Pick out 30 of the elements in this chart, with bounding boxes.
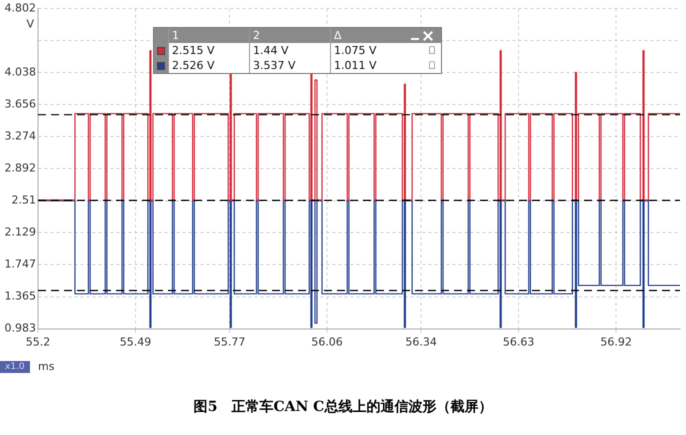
y-tick-label: 3.656 [4, 98, 36, 111]
x-tick-label: 56.92 [600, 335, 632, 348]
annotation: 2.526 V [168, 58, 249, 73]
text: x1.0 [0, 361, 30, 373]
x-tick-label: 55.77 [214, 335, 246, 348]
annotation: 3.537 V [249, 58, 330, 73]
text: 图5 正常车CAN C总线上的通信波形（截屏） [192, 398, 494, 416]
y-tick-label: 0.983 [4, 322, 36, 335]
y-axis-title: V [26, 17, 34, 30]
annotation: 2 [249, 28, 330, 43]
y-tick-label: 1.747 [4, 258, 36, 271]
x-tick-label: 55.49 [120, 335, 152, 348]
annotation: 2.515 V [168, 43, 249, 58]
annotation: Δ [330, 28, 411, 43]
y-tick-label: 4.038 [4, 66, 36, 79]
x-tick-label: 56.34 [405, 335, 437, 348]
annotation: 1.44 V [249, 43, 330, 58]
annotation: 1.075 V [330, 43, 411, 58]
y-tick-label: 1.365 [4, 290, 36, 303]
y-tick-label: 2.51 [12, 194, 36, 207]
y-tick-label: 2.892 [4, 162, 36, 175]
x-tick-label: 55.2 [26, 335, 50, 348]
x-axis-title: ms [38, 360, 54, 373]
y-tick-label: 2.129 [4, 226, 36, 239]
y-tick-label: 3.274 [4, 130, 36, 143]
y-tick-label: 4.802 [4, 1, 36, 14]
annotation: 1.011 V [330, 58, 411, 73]
x-tick-label: 56.63 [502, 335, 534, 348]
annotation: 1 [168, 28, 249, 43]
x-tick-label: 56.06 [311, 335, 343, 348]
